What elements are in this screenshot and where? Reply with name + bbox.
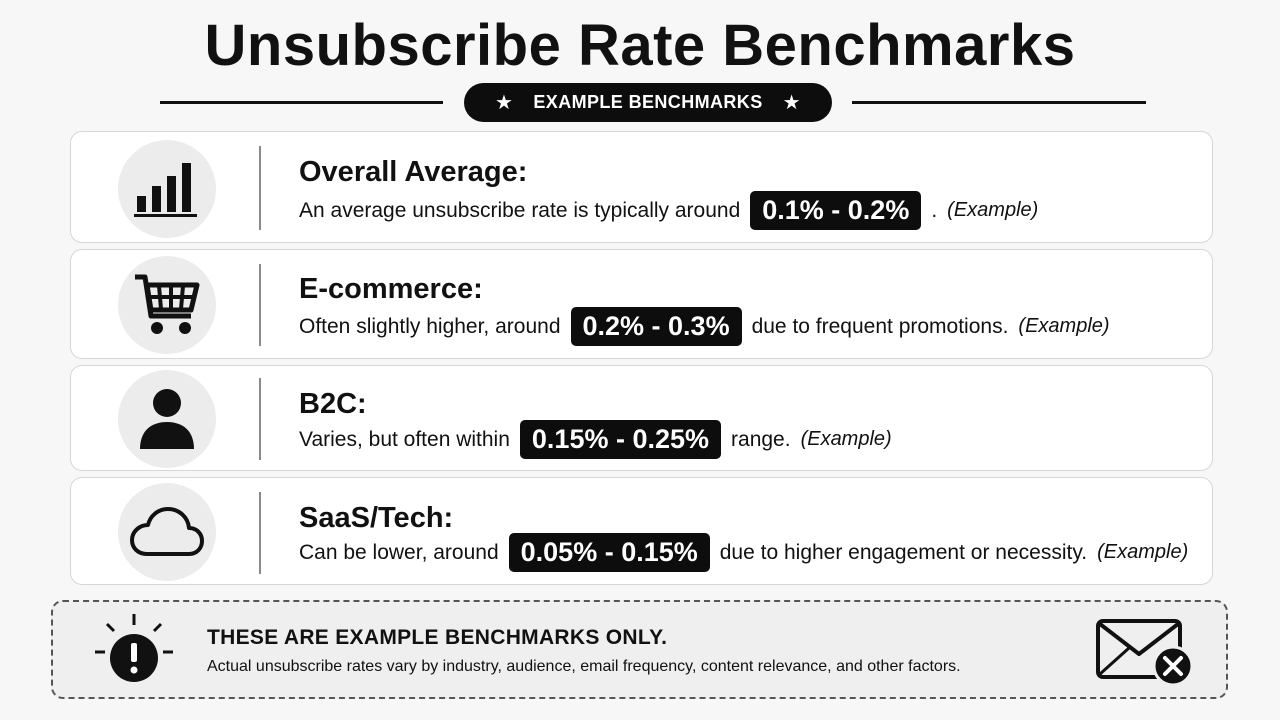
- description-text: An average unsubscribe rate is typically…: [299, 198, 741, 222]
- card-description: Often slightly higher, around 0.2% - 0.3…: [299, 307, 1110, 346]
- icon-circle: [118, 370, 216, 468]
- card-divider: [259, 492, 261, 574]
- card-title: B2C:: [299, 388, 367, 420]
- shopping-cart-icon: [135, 274, 200, 334]
- page-title: Unsubscribe Rate Benchmarks: [204, 13, 1076, 78]
- icon-circle: [118, 483, 216, 581]
- example-note: (Example): [800, 428, 892, 450]
- range-badge: 0.1% - 0.2%: [750, 191, 922, 230]
- card-divider: [259, 146, 261, 230]
- card-title: E-commerce:: [299, 273, 483, 305]
- mail-unsubscribe-icon: [1096, 619, 1194, 687]
- description-after: due to frequent promotions.: [751, 314, 1009, 338]
- bar-chart-icon: [134, 163, 197, 217]
- range-badge: 0.15% - 0.25%: [519, 420, 722, 459]
- example-note: (Example): [1018, 315, 1110, 337]
- example-note: (Example): [947, 199, 1039, 221]
- description-after: range.: [731, 427, 791, 451]
- star-icon: ★: [782, 91, 801, 114]
- description-text: Varies, but often within: [299, 427, 510, 451]
- icon-circle: [118, 256, 216, 354]
- card-divider: [259, 264, 261, 346]
- benchmark-card-b2c: B2C: Varies, but often within 0.15% - 0.…: [70, 365, 1213, 471]
- icon-circle: [118, 140, 216, 238]
- benchmark-card-saas-tech: SaaS/Tech: Can be lower, around 0.05% - …: [70, 477, 1213, 585]
- pill-label: EXAMPLE BENCHMARKS: [533, 92, 763, 112]
- description-text: Can be lower, around: [299, 540, 499, 564]
- disclaimer-text: Actual unsubscribe rates vary by industr…: [207, 658, 961, 675]
- title-rule-left: [160, 101, 443, 104]
- card-description: Can be lower, around 0.05% - 0.15% due t…: [299, 533, 1188, 572]
- description-after: due to higher engagement or necessity.: [719, 540, 1088, 564]
- warning-icon: [95, 614, 173, 682]
- range-badge: 0.05% - 0.15%: [508, 533, 710, 572]
- card-divider: [259, 378, 261, 460]
- benchmark-card-ecommerce: E-commerce: Often slightly higher, aroun…: [70, 249, 1213, 359]
- description-text: Often slightly higher, around: [299, 314, 561, 338]
- person-icon: [140, 389, 194, 449]
- example-benchmarks-pill: ★ EXAMPLE BENCHMARKS ★: [464, 83, 832, 122]
- range-badge: 0.2% - 0.3%: [570, 307, 742, 346]
- title-rule-right: [852, 101, 1146, 104]
- example-note: (Example): [1097, 541, 1189, 563]
- benchmark-card-overall: Overall Average: An average unsubscribe …: [70, 131, 1213, 243]
- star-icon: ★: [495, 91, 514, 114]
- disclaimer-box: THESE ARE EXAMPLE BENCHMARKS ONLY. Actua…: [51, 600, 1228, 699]
- card-title: Overall Average:: [299, 156, 528, 188]
- description-after: .: [931, 198, 938, 222]
- card-description: An average unsubscribe rate is typically…: [299, 191, 1038, 230]
- card-description: Varies, but often within 0.15% - 0.25% r…: [299, 420, 892, 459]
- cloud-icon: [130, 507, 204, 556]
- card-title: SaaS/Tech:: [299, 502, 454, 534]
- disclaimer-title: THESE ARE EXAMPLE BENCHMARKS ONLY.: [207, 626, 668, 649]
